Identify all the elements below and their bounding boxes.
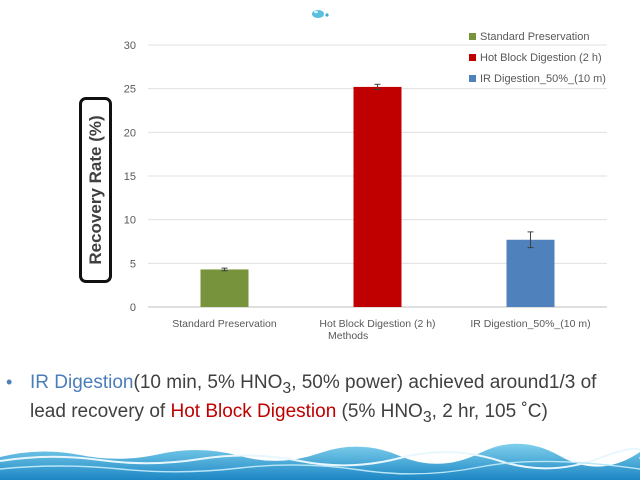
x-tick-label: Hot Block Digestion (2 h) (319, 318, 435, 330)
legend-swatch (469, 75, 476, 82)
bullet-dot-icon: • (6, 372, 13, 392)
summary-text-part: , 50% power) achieved around1/3 of lead … (30, 372, 597, 422)
y-tick-label: 20 (124, 127, 136, 139)
bar (353, 86, 402, 307)
summary-bullet: • IR Digestion(10 min, 5% HNO3, 50% powe… (6, 371, 606, 429)
water-drop-logo-icon (312, 10, 329, 18)
y-tick-label: 15 (124, 171, 136, 183)
bar (506, 239, 555, 307)
y-tick-label: 0 (130, 302, 136, 314)
y-axis-label-box: Recovery Rate (%) (79, 97, 112, 283)
x-axis-label: Methods (328, 330, 369, 342)
y-tick-label: 10 (124, 215, 136, 227)
legend-swatch (469, 33, 476, 40)
summary-text-part: (10 min, 5% HNO (133, 372, 283, 393)
hot-block-highlight: Hot Block Digestion (170, 400, 337, 422)
legend-label: Hot Block Digestion (2 h) (480, 52, 602, 64)
ir-digestion-highlight: IR Digestion (30, 372, 134, 393)
y-tick-label: 25 (124, 84, 136, 96)
y-axis-label: Recovery Rate (%) (85, 115, 105, 265)
water-wave-decoration-icon (0, 443, 640, 480)
bar-chart: 0 5 10 15 20 25 30 Standard Preservation Hot Blo… (124, 31, 607, 330)
x-tick-label: IR Digestion_50%_(10 m) (470, 318, 590, 330)
bar (200, 269, 249, 307)
legend-label: IR Digestion_50%_(10 m) (480, 73, 606, 85)
summary-text: IR Digestion(10 min, 5% HNO3, 50% power)… (30, 371, 606, 429)
summary-text-part: , 2 hr, 105 ˚C) (431, 400, 548, 422)
subscript: 3 (422, 408, 432, 426)
subscript: 3 (282, 379, 292, 397)
y-tick-label: 5 (130, 258, 136, 270)
y-tick-label: 30 (124, 40, 136, 52)
legend-label: Standard Preservation (480, 31, 589, 43)
legend-swatch (469, 54, 476, 61)
summary-text-part: (5% HNO (336, 400, 423, 422)
x-tick-label: Standard Preservation (172, 318, 277, 330)
